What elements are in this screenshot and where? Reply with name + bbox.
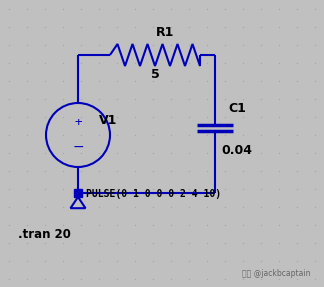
Text: +: + bbox=[74, 116, 82, 129]
Text: V1: V1 bbox=[99, 113, 117, 127]
Text: 0.04: 0.04 bbox=[222, 144, 252, 156]
Text: C1: C1 bbox=[228, 102, 246, 115]
Text: .tran 20: .tran 20 bbox=[18, 228, 71, 241]
Text: R1: R1 bbox=[156, 26, 174, 40]
Text: PULSE(0 1 0 0 0 2 4 10): PULSE(0 1 0 0 0 2 4 10) bbox=[86, 189, 221, 199]
Text: 知乎 @jackbcaptain: 知乎 @jackbcaptain bbox=[241, 269, 310, 278]
Text: −: − bbox=[72, 140, 84, 154]
Text: 5: 5 bbox=[151, 69, 159, 82]
